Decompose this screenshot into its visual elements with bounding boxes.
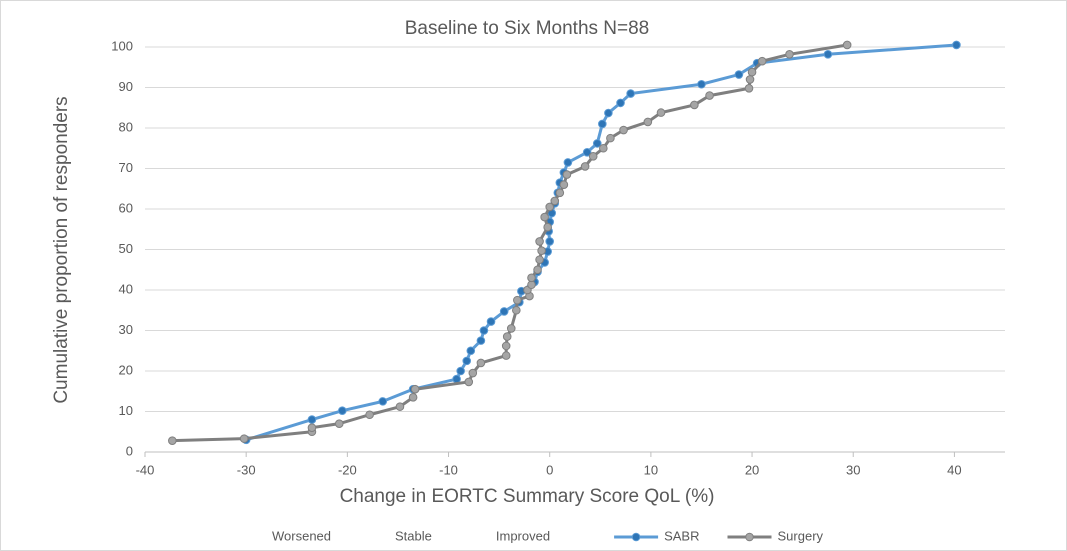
marker: [550, 196, 560, 206]
marker: [562, 170, 572, 179]
marker: [501, 341, 511, 351]
y-tick-label: 50: [119, 241, 133, 256]
legend-label: Surgery: [778, 528, 824, 543]
y-tick-label: 100: [111, 38, 133, 53]
marker: [592, 139, 602, 148]
y-tick-label: 0: [126, 443, 133, 458]
marker: [656, 108, 666, 117]
marker: [619, 125, 628, 135]
marker: [466, 346, 476, 356]
x-tick-label: 40: [947, 462, 961, 477]
x-tick-label: -30: [237, 462, 256, 477]
marker: [757, 56, 767, 66]
y-tick-label: 30: [119, 322, 133, 337]
x-tick-label: 20: [745, 462, 759, 477]
y-tick-label: 70: [119, 160, 133, 175]
marker: [690, 100, 699, 110]
marker: [456, 366, 465, 376]
x-tick-label: -20: [338, 462, 357, 477]
marker: [410, 384, 420, 394]
marker: [307, 423, 317, 433]
marker: [479, 326, 489, 335]
marker: [643, 117, 653, 127]
marker: [563, 158, 573, 167]
marker: [598, 119, 607, 129]
legend-label: Worsened: [272, 528, 331, 543]
marker: [535, 255, 544, 264]
y-tick-label: 80: [119, 119, 133, 134]
marker: [545, 202, 555, 212]
y-tick-label: 90: [119, 79, 133, 94]
marker: [464, 377, 474, 387]
x-tick-label: -10: [439, 462, 458, 477]
marker: [365, 410, 374, 420]
marker: [168, 436, 177, 445]
marker: [823, 49, 833, 59]
marker: [747, 67, 757, 77]
marker: [334, 419, 344, 428]
marker: [239, 434, 249, 443]
marker: [533, 265, 542, 275]
marker: [535, 237, 544, 246]
marker: [842, 40, 852, 50]
marker: [378, 397, 388, 406]
legend-marker: [745, 532, 754, 542]
chart-title: Baseline to Six Months N=88: [405, 18, 650, 39]
marker: [337, 406, 347, 415]
marker: [486, 317, 496, 326]
marker: [543, 222, 552, 232]
x-tick-label: -40: [136, 462, 155, 477]
marker: [555, 188, 565, 198]
marker: [580, 162, 590, 171]
marker: [462, 356, 472, 366]
marker: [785, 49, 794, 59]
x-tick-label: 10: [644, 462, 658, 477]
marker: [604, 108, 613, 118]
marker: [599, 143, 608, 153]
y-tick-label: 10: [119, 403, 133, 418]
marker: [476, 336, 486, 345]
marker: [468, 368, 478, 378]
marker: [512, 305, 521, 315]
marker: [705, 91, 714, 100]
x-tick-label: 30: [846, 462, 860, 477]
marker: [559, 180, 569, 189]
y-tick-label: 40: [119, 281, 133, 296]
legend-label: SABR: [664, 528, 699, 543]
marker: [408, 393, 418, 402]
marker: [616, 98, 625, 108]
marker: [582, 148, 592, 157]
marker: [744, 84, 754, 93]
marker: [527, 273, 536, 283]
marker: [745, 75, 755, 84]
marker: [506, 324, 516, 333]
y-tick-label: 60: [119, 200, 133, 215]
marker: [588, 152, 598, 161]
y-axis-label: Cumulative proportion of responders: [51, 96, 72, 403]
marker: [626, 89, 635, 98]
marker: [540, 212, 549, 222]
legend-label: Improved: [496, 528, 550, 543]
x-tick-label: 0: [546, 462, 553, 477]
marker: [697, 79, 706, 89]
marker: [734, 70, 744, 79]
marker: [537, 246, 546, 256]
marker: [513, 295, 522, 305]
y-tick-label: 20: [119, 362, 133, 377]
marker: [501, 351, 511, 360]
marker: [307, 415, 317, 424]
marker: [952, 40, 961, 50]
legend-marker: [631, 532, 641, 542]
marker: [499, 307, 509, 316]
marker: [545, 237, 555, 246]
legend-label: Stable: [395, 528, 432, 543]
marker: [395, 402, 405, 411]
marker: [502, 332, 512, 341]
x-axis-label: Change in EORTC Summary Score QoL (%): [340, 486, 715, 507]
marker: [606, 133, 615, 143]
marker: [476, 358, 486, 368]
